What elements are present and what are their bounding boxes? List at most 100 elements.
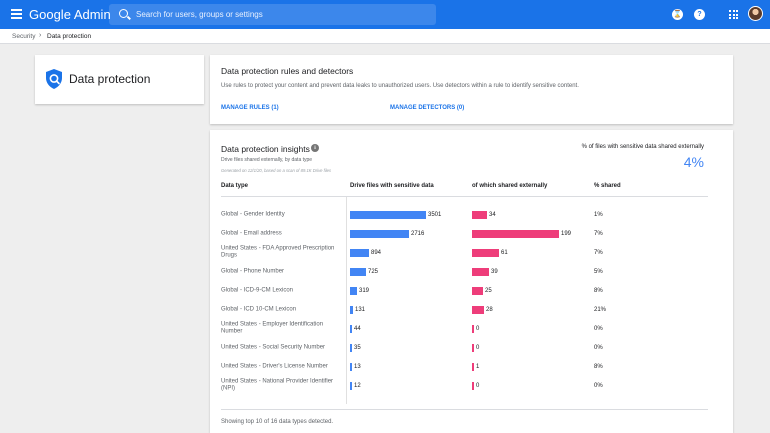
percent-shared-value: 8%: [594, 363, 603, 370]
table-header-divider: [221, 196, 708, 197]
breadcrumb-current: Data protection: [47, 33, 92, 40]
drive-files-value: 13: [354, 363, 361, 370]
table-row: Global - ICD 10-CM Lexicon 131 28 21%: [210, 300, 733, 319]
shared-externally-value: 0: [476, 325, 480, 332]
shared-externally-bar: [472, 324, 474, 333]
avatar[interactable]: [748, 6, 763, 21]
info-icon[interactable]: i: [311, 144, 319, 152]
insights-subtitle: Drive files shared externally, by data t…: [221, 157, 313, 163]
data-type-label: United States - Driver's License Number: [221, 362, 328, 369]
chevron-right-icon: ›: [39, 32, 42, 39]
manage-detectors-link[interactable]: MANAGE DETECTORS (0): [390, 105, 465, 111]
breadcrumb-security-link[interactable]: Security: [12, 33, 36, 40]
table-row: Global - Phone Number 725 39 5%: [210, 262, 733, 281]
table-row: United States - National Provider Identi…: [210, 376, 733, 395]
google-admin-logo[interactable]: Google Admin: [29, 7, 111, 22]
data-type-label: United States - Employer Identification …: [221, 321, 324, 335]
drive-files-bar: [350, 229, 409, 238]
drive-files-bar: [350, 305, 353, 314]
drive-files-bar: [350, 381, 352, 390]
drive-files-value: 2716: [411, 230, 425, 237]
apps-grid-icon[interactable]: [729, 10, 738, 19]
column-header-drive-files: Drive files with sensitive data: [350, 183, 434, 189]
table-row: United States - Driver's License Number 1…: [210, 357, 733, 376]
rules-detectors-card: Data protection rules and detectors Use …: [210, 55, 733, 124]
percent-shared-value: 0%: [594, 325, 603, 332]
data-type-label: Global - Phone Number: [221, 267, 285, 274]
table-row: United States - Social Security Number 35…: [210, 338, 733, 357]
data-type-label: United States - Social Security Number: [221, 343, 326, 350]
data-type-label: Global - ICD 10-CM Lexicon: [221, 305, 297, 312]
help-support-icon[interactable]: ⌛: [672, 9, 683, 20]
data-type-label: United States - National Provider Identi…: [221, 378, 334, 392]
logo-google-text: Google: [29, 7, 71, 22]
page-header-card: Data protection: [35, 55, 204, 104]
column-header-shared-externally: of which shared externally: [472, 183, 548, 189]
menu-icon[interactable]: [11, 9, 22, 19]
percent-shared-value: 0%: [594, 344, 603, 351]
drive-files-value: 319: [359, 287, 370, 294]
manage-rules-link[interactable]: MANAGE RULES (1): [221, 105, 279, 111]
column-header-percent-shared: % shared: [594, 183, 621, 189]
data-protection-shield-icon: [46, 69, 62, 89]
percent-shared-value: 7%: [594, 230, 603, 237]
data-type-label: United States - FDA Approved Prescriptio…: [221, 245, 335, 259]
percent-shared-value: 21%: [594, 306, 607, 313]
drive-files-bar: [350, 248, 369, 257]
insights-generated-note: Generated on 12/1/20, based on a scan of…: [221, 168, 332, 173]
help-icon[interactable]: ?: [694, 9, 705, 20]
top-app-bar: Google Admin ⌛ ?: [0, 0, 770, 29]
data-type-label: Global - Email address: [221, 229, 282, 236]
shared-externally-bar: [472, 343, 474, 352]
rules-card-title: Data protection rules and detectors: [221, 66, 354, 76]
drive-files-bar: [350, 267, 366, 276]
column-header-data-type: Data type: [221, 183, 249, 189]
percent-shared-value: 8%: [594, 287, 603, 294]
data-type-label: Global - Gender Identity: [221, 210, 285, 217]
shared-percent-label: % of files with sensitive data shared ex…: [581, 144, 704, 150]
drive-files-value: 725: [368, 268, 379, 275]
insights-title: Data protection insights: [221, 144, 310, 154]
shared-externally-bar: [472, 362, 474, 371]
shared-percent-value: 4%: [683, 154, 704, 170]
shared-externally-bar: [472, 267, 489, 276]
shared-externally-bar: [472, 229, 559, 238]
shared-externally-value: 25: [485, 287, 492, 294]
shared-externally-bar: [472, 210, 487, 219]
search-bar[interactable]: [109, 4, 436, 25]
shared-externally-value: 0: [476, 382, 480, 389]
shared-externally-bar: [472, 381, 474, 390]
drive-files-value: 44: [354, 325, 361, 332]
shared-externally-value: 1: [476, 363, 480, 370]
drive-files-value: 894: [371, 249, 382, 256]
search-icon[interactable]: [119, 9, 128, 18]
shared-externally-bar: [472, 248, 499, 257]
drive-files-bar: [350, 343, 352, 352]
shared-externally-bar: [472, 305, 484, 314]
shared-externally-value: 61: [501, 249, 508, 256]
drive-files-bar: [350, 324, 352, 333]
drive-files-value: 131: [355, 306, 366, 313]
table-footer-text: Showing top 10 of 16 data types detected…: [221, 419, 334, 425]
drive-files-bar: [350, 286, 357, 295]
shared-externally-value: 39: [491, 268, 498, 275]
shared-externally-value: 28: [486, 306, 493, 313]
breadcrumb: Security › Data protection: [0, 29, 770, 44]
table-row: Global - Email address 2716 199 7%: [210, 224, 733, 243]
shared-externally-value: 34: [489, 211, 496, 218]
drive-files-bar: [350, 362, 352, 371]
percent-shared-value: 0%: [594, 382, 603, 389]
shared-externally-bar: [472, 286, 483, 295]
search-input[interactable]: [136, 7, 426, 22]
drive-files-value: 35: [354, 344, 361, 351]
table-row: United States - Employer Identification …: [210, 319, 733, 338]
percent-shared-value: 5%: [594, 268, 603, 275]
drive-files-value: 12: [354, 382, 361, 389]
rules-card-description: Use rules to protect your content and pr…: [221, 83, 579, 89]
insights-card: Data protection insights i Drive files s…: [210, 130, 733, 433]
shared-externally-value: 0: [476, 344, 480, 351]
data-type-label: Global - ICD-9-CM Lexicon: [221, 286, 294, 293]
percent-shared-value: 1%: [594, 211, 603, 218]
page-title: Data protection: [69, 72, 151, 86]
column-divider: [346, 197, 347, 404]
